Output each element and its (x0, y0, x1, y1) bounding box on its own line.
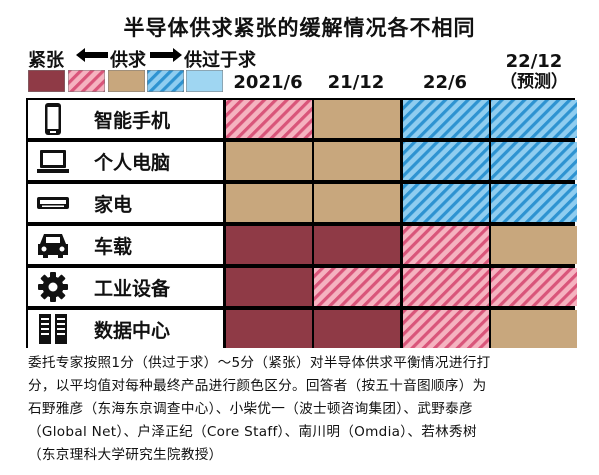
heatmap-cell (403, 226, 489, 264)
legend-swatch-5 (28, 70, 65, 92)
heatmap-cell (403, 100, 489, 138)
arrow-left-icon (76, 48, 108, 62)
legend-loose-label: 供过于求 (184, 50, 256, 71)
footnote-line: 石野雅彦（东海东京调查中心）、小柴优一（波士顿咨询集团）、武野泰彦 (28, 401, 473, 417)
server-icon (39, 314, 67, 344)
heatmap-cell (226, 100, 312, 138)
legend-swatch-4 (68, 70, 105, 92)
period-label-1: 21/12 (327, 72, 385, 93)
heatmap-cell (403, 142, 489, 180)
smartphone-icon (45, 103, 61, 135)
row-label-datacenter: 数据中心 (28, 310, 223, 348)
heatmap-cell (491, 310, 577, 348)
arrow-right-icon (150, 48, 182, 62)
heatmap-cell (226, 142, 312, 180)
gear-icon (38, 272, 68, 302)
row-label-appliance: 家电 (28, 184, 223, 222)
footnote-line: （Global Net）、户泽正纪（Core Staff）、南川明（Omdia）… (28, 424, 477, 440)
legend-tight-label: 紧张 (28, 50, 64, 71)
air-conditioner-icon (37, 197, 69, 209)
legend-swatch-3 (108, 70, 145, 92)
heatmap-cell (403, 268, 489, 306)
heatmap-cell (491, 100, 577, 138)
car-icon (38, 234, 68, 258)
heatmap-cell (491, 142, 577, 180)
laptop-icon (37, 150, 69, 173)
period-label-3: 22/12 （预测） (500, 51, 568, 93)
heatmap-cell (403, 310, 489, 348)
footnote: 委托专家按照1分（供过于求）～5分（紧张）对半导体供求平衡情况进行打 分，以平均… (28, 352, 576, 467)
footnote-line: 分，以平均值对每种最终产品进行颜色区分。回答者（按五十音图顺序）为 (28, 378, 487, 394)
heatmap-cell (314, 142, 400, 180)
footnote-line: （东京理科大学研究生院教授） (28, 447, 223, 463)
row-label-industrial: 工业设备 (28, 268, 223, 306)
row-label-automotive: 车载 (28, 226, 223, 264)
period-label-2: 22/6 (422, 72, 468, 93)
heatmap-cell (226, 310, 312, 348)
footnote-line: 委托专家按照1分（供过于求）～5分（紧张）对半导体供求平衡情况进行打 (28, 355, 491, 371)
heatmap-cell (314, 226, 400, 264)
chart-title: 半导体供求紧张的缓解情况各不相同 (123, 16, 476, 40)
row-label-smartphone: 智能手机 (28, 100, 223, 138)
legend-mid-label: 供求 (110, 50, 146, 71)
heatmap-cell (314, 268, 400, 306)
heatmap-grid (26, 98, 575, 348)
heatmap-cell (226, 268, 312, 306)
heatmap-cell (226, 226, 312, 264)
heatmap-cell (491, 226, 577, 264)
heatmap-cell (314, 310, 400, 348)
heatmap-cell (403, 184, 489, 222)
heatmap-cell (314, 184, 400, 222)
heatmap-cell (314, 100, 400, 138)
legend-swatch-1 (186, 70, 223, 92)
heatmap-cell (491, 268, 577, 306)
legend-swatch-2 (147, 70, 184, 92)
heatmap-cell (491, 184, 577, 222)
heatmap-cell (226, 184, 312, 222)
row-label-pc: 个人电脑 (28, 142, 223, 180)
period-label-0: 2021/6 (233, 72, 303, 93)
